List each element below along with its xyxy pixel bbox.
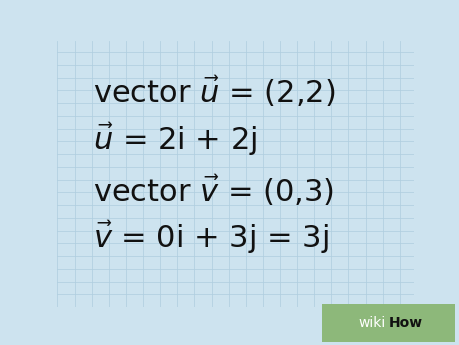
FancyBboxPatch shape bbox=[313, 303, 459, 343]
Text: wiki: wiki bbox=[358, 316, 385, 329]
Text: $\vec{v}$ = 0i + 3j = 3j: $\vec{v}$ = 0i + 3j = 3j bbox=[93, 219, 328, 256]
Text: vector $\vec{u}$ = (2,2): vector $\vec{u}$ = (2,2) bbox=[93, 75, 335, 109]
Text: vector $\vec{v}$ = (0,3): vector $\vec{v}$ = (0,3) bbox=[93, 172, 334, 208]
Text: How: How bbox=[388, 316, 422, 329]
Text: $\vec{u}$ = 2i + 2j: $\vec{u}$ = 2i + 2j bbox=[93, 121, 257, 158]
